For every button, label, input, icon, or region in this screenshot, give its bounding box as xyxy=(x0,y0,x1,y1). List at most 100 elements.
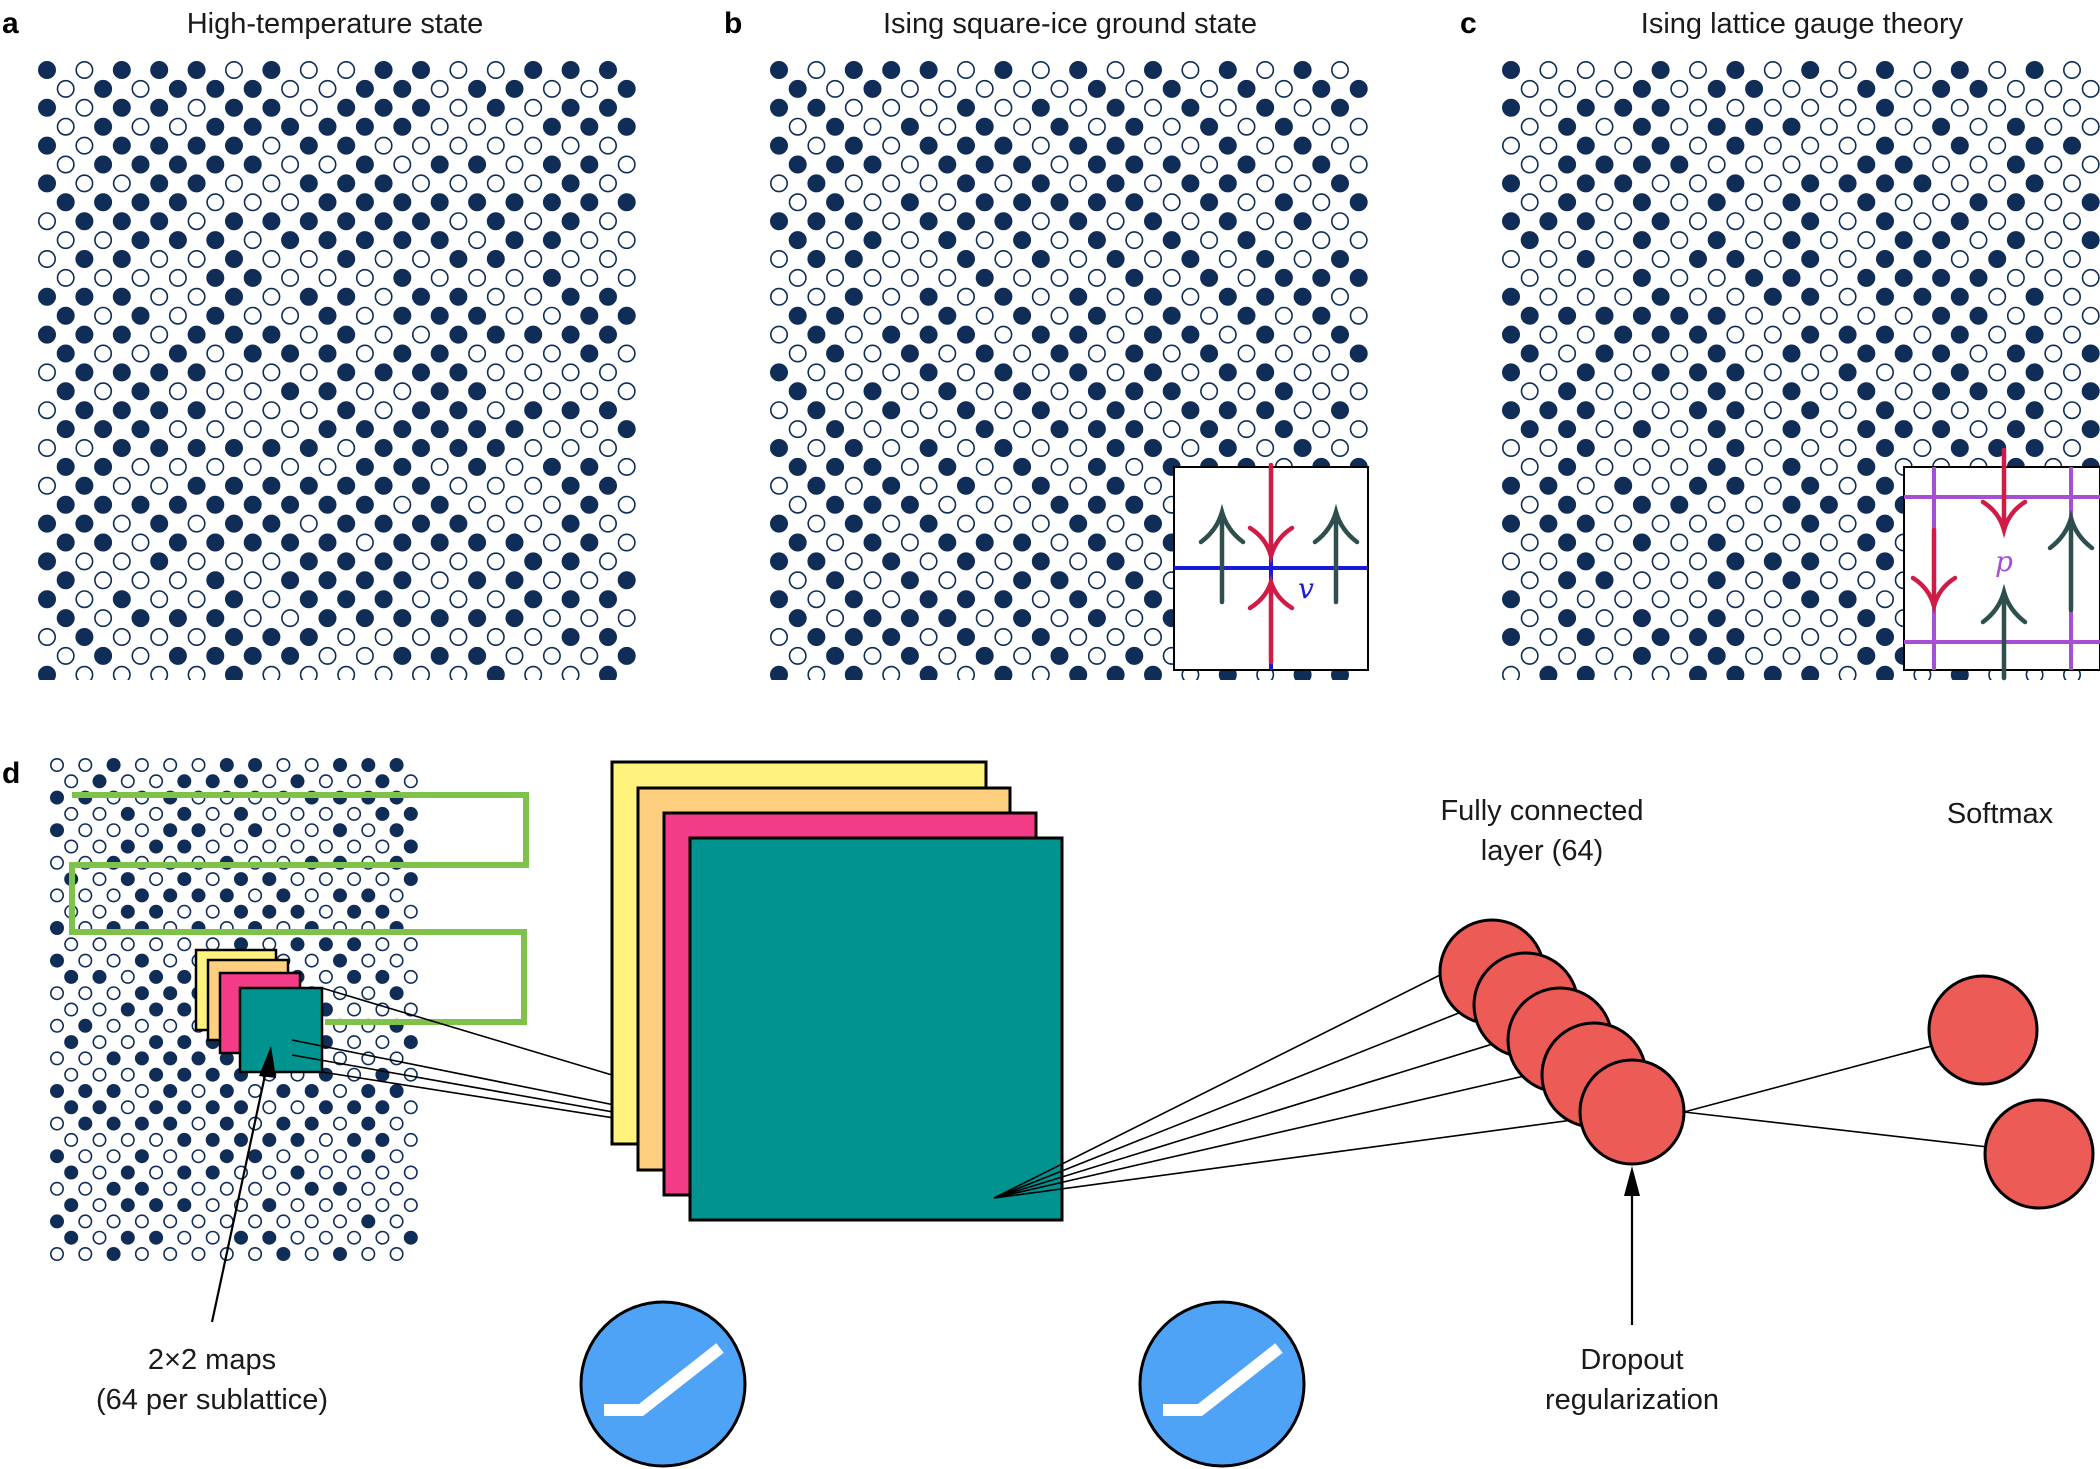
spin-down-site xyxy=(1632,420,1651,439)
spin-down-site xyxy=(318,306,337,325)
spin-up-site xyxy=(205,1198,220,1213)
spin-up-site xyxy=(149,937,164,952)
spin-up-site xyxy=(2025,212,2044,231)
spin-down-site xyxy=(1106,174,1125,193)
spin-up-site xyxy=(449,590,468,609)
spin-down-site xyxy=(149,969,164,984)
spin-up-site xyxy=(1838,627,1857,646)
spin-down-site xyxy=(290,1165,305,1180)
spin-down-site xyxy=(1632,79,1651,98)
spin-down-site xyxy=(1069,665,1088,680)
spin-up-site xyxy=(389,1149,404,1164)
spin-up-site xyxy=(187,250,206,269)
spin-up-site xyxy=(205,904,220,919)
spin-down-site xyxy=(844,665,863,680)
spin-down-site xyxy=(486,212,505,231)
spin-down-site xyxy=(1726,476,1745,495)
spin-down-site xyxy=(56,533,75,552)
spin-up-site xyxy=(542,533,561,552)
spin-down-site xyxy=(106,1116,121,1131)
spin-down-site xyxy=(975,117,994,136)
spin-up-site xyxy=(524,174,543,193)
spin-up-site xyxy=(2044,231,2063,250)
spin-up-site xyxy=(1670,79,1689,98)
spin-down-site xyxy=(1200,193,1219,212)
spin-up-site xyxy=(1689,287,1708,306)
spin-down-site xyxy=(276,1084,291,1099)
spin-up-site xyxy=(1539,325,1558,344)
spin-down-site xyxy=(1913,174,1932,193)
spin-down-site xyxy=(1726,174,1745,193)
spin-down-site xyxy=(505,420,524,439)
spin-up-site xyxy=(769,401,788,420)
spin-down-site xyxy=(1894,344,1913,363)
spin-down-site xyxy=(150,136,169,155)
spin-up-site xyxy=(844,98,863,117)
spin-down-site xyxy=(149,1067,164,1082)
spin-up-site xyxy=(1838,665,1857,680)
spin-down-site xyxy=(163,823,178,838)
spin-down-site xyxy=(1894,420,1913,439)
spin-down-site xyxy=(2006,231,2025,250)
spin-up-site xyxy=(1745,344,1764,363)
spin-down-site xyxy=(1651,325,1670,344)
spin-up-site xyxy=(49,855,64,870)
spin-down-site xyxy=(150,401,169,420)
spin-up-site xyxy=(1651,665,1670,680)
spin-up-site xyxy=(225,401,244,420)
spin-up-site xyxy=(1763,60,1782,79)
spin-up-site xyxy=(1502,438,1521,457)
spin-up-site xyxy=(374,287,393,306)
spin-down-site xyxy=(150,60,169,79)
spin-down-site xyxy=(882,60,901,79)
spin-down-site xyxy=(1782,571,1801,590)
spin-down-site xyxy=(598,98,617,117)
spin-up-site xyxy=(187,287,206,306)
spin-down-site xyxy=(1632,155,1651,174)
spin-up-site xyxy=(106,823,121,838)
spin-up-site xyxy=(1031,363,1050,382)
spin-up-site xyxy=(106,953,121,968)
spin-down-site xyxy=(120,1198,135,1213)
plaquette-inset: p xyxy=(1903,447,2100,681)
spin-up-site xyxy=(1614,60,1633,79)
spin-down-site xyxy=(75,212,94,231)
spin-up-site xyxy=(580,609,599,628)
spin-down-site xyxy=(64,1165,79,1180)
spin-up-site xyxy=(1237,344,1256,363)
spin-up-site xyxy=(120,1035,135,1050)
vertex-spin-arrow-up-red xyxy=(1247,462,1295,565)
spin-up-site xyxy=(304,1214,319,1229)
spin-down-site xyxy=(788,79,807,98)
spin-up-site xyxy=(1689,98,1708,117)
spin-up-site xyxy=(191,1247,206,1262)
spin-down-site xyxy=(863,155,882,174)
spin-up-site xyxy=(94,382,113,401)
spin-down-site xyxy=(1162,79,1181,98)
spin-up-site xyxy=(1558,231,1577,250)
spin-up-site xyxy=(299,665,318,680)
spin-down-site xyxy=(1614,174,1633,193)
spin-down-site xyxy=(1181,174,1200,193)
spin-down-site xyxy=(393,571,412,590)
spin-up-site xyxy=(486,363,505,382)
spin-up-site xyxy=(337,438,356,457)
spin-down-site xyxy=(94,495,113,514)
spin-up-site xyxy=(163,1247,178,1262)
panel-b-title: Ising square-ice ground state xyxy=(883,8,1257,40)
spin-down-site xyxy=(1801,401,1820,420)
spin-down-site xyxy=(403,1035,418,1050)
spin-up-site xyxy=(1838,250,1857,269)
spin-up-site xyxy=(486,401,505,420)
spin-up-site xyxy=(403,774,418,789)
spin-down-site xyxy=(177,1198,192,1213)
spin-up-site xyxy=(112,627,131,646)
spin-down-site xyxy=(149,1002,164,1017)
spin-down-site xyxy=(318,495,337,514)
spin-down-site xyxy=(468,306,487,325)
spin-up-site xyxy=(163,757,178,772)
spin-up-site xyxy=(299,60,318,79)
spin-up-site xyxy=(131,457,150,476)
spin-down-site xyxy=(1125,382,1144,401)
spin-down-site xyxy=(1237,79,1256,98)
